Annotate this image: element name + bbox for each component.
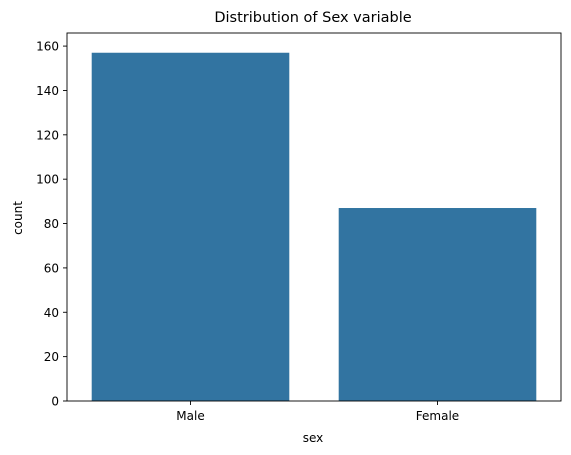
plot-frame bbox=[66, 32, 562, 402]
y-tick-label: 80 bbox=[44, 217, 59, 231]
y-tick-label: 0 bbox=[51, 395, 59, 409]
y-tick-label: 160 bbox=[36, 40, 59, 54]
y-axis-ticks: 0 20 40 60 80 100 120 140 160 bbox=[36, 40, 67, 409]
x-axis-ticks: Male Female bbox=[176, 401, 459, 423]
bar-female bbox=[338, 208, 537, 401]
axes-layer bbox=[66, 32, 562, 402]
y-tick-label: 120 bbox=[36, 128, 59, 142]
bar-male bbox=[91, 52, 290, 402]
y-tick-label: 20 bbox=[44, 350, 59, 364]
y-tick-label: 60 bbox=[44, 261, 59, 275]
y-tick-label: 40 bbox=[44, 306, 59, 320]
bars-layer bbox=[91, 52, 537, 402]
x-axis-label: sex bbox=[303, 431, 324, 445]
chart-title: Distribution of Sex variable bbox=[214, 10, 411, 26]
x-tick-label: Male bbox=[176, 409, 204, 423]
y-tick-label: 100 bbox=[36, 173, 59, 187]
y-axis-label: count bbox=[11, 201, 25, 235]
x-tick-label: Female bbox=[416, 409, 459, 423]
y-tick-label: 140 bbox=[36, 84, 59, 98]
